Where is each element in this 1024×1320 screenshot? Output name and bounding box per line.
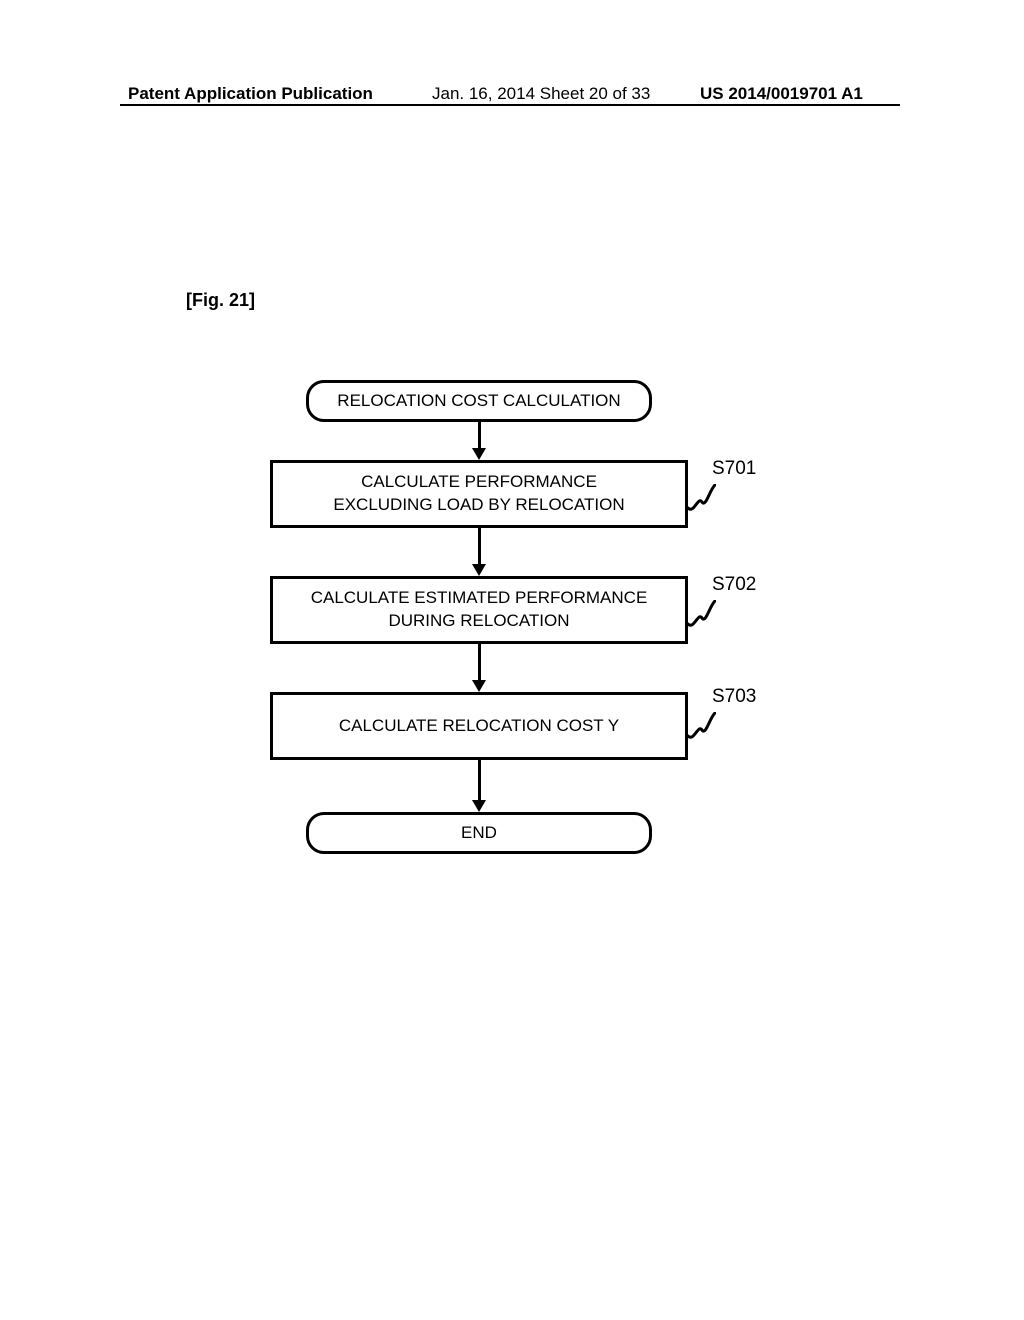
flow-node-text: EXCLUDING LOAD BY RELOCATION bbox=[333, 494, 624, 517]
flow-process: CALCULATE PERFORMANCEEXCLUDING LOAD BY R… bbox=[270, 460, 688, 528]
squiggle-connector-icon bbox=[688, 484, 716, 514]
header-right: US 2014/0019701 A1 bbox=[700, 84, 863, 104]
step-label: S703 bbox=[712, 686, 756, 708]
header-rule bbox=[120, 104, 900, 106]
arrow-head-icon bbox=[472, 680, 486, 692]
header-left: Patent Application Publication bbox=[128, 84, 373, 104]
flow-node-text: DURING RELOCATION bbox=[388, 610, 569, 633]
arrow-head-icon bbox=[472, 448, 486, 460]
flow-process: CALCULATE ESTIMATED PERFORMANCEDURING RE… bbox=[270, 576, 688, 644]
squiggle-connector-icon bbox=[688, 600, 716, 630]
flow-arrow bbox=[478, 528, 481, 564]
page: Patent Application Publication Jan. 16, … bbox=[0, 0, 1024, 1320]
flow-node-text: CALCULATE PERFORMANCE bbox=[361, 471, 597, 494]
flow-terminator: RELOCATION COST CALCULATION bbox=[306, 380, 652, 422]
squiggle-connector-icon bbox=[688, 712, 716, 742]
flow-node-text: CALCULATE RELOCATION COST Y bbox=[339, 715, 619, 738]
arrow-head-icon bbox=[472, 564, 486, 576]
flow-arrow bbox=[478, 760, 481, 800]
flow-node-text: END bbox=[461, 823, 497, 843]
flow-node-text: CALCULATE ESTIMATED PERFORMANCE bbox=[311, 587, 648, 610]
arrow-head-icon bbox=[472, 800, 486, 812]
step-label: S701 bbox=[712, 458, 756, 480]
flow-process: CALCULATE RELOCATION COST Y bbox=[270, 692, 688, 760]
flow-node-text: RELOCATION COST CALCULATION bbox=[337, 391, 620, 411]
flow-arrow bbox=[478, 644, 481, 680]
figure-label: [Fig. 21] bbox=[186, 290, 255, 311]
flow-terminator: END bbox=[306, 812, 652, 854]
step-label: S702 bbox=[712, 574, 756, 596]
header-middle: Jan. 16, 2014 Sheet 20 of 33 bbox=[432, 84, 650, 104]
flow-arrow bbox=[478, 422, 481, 448]
